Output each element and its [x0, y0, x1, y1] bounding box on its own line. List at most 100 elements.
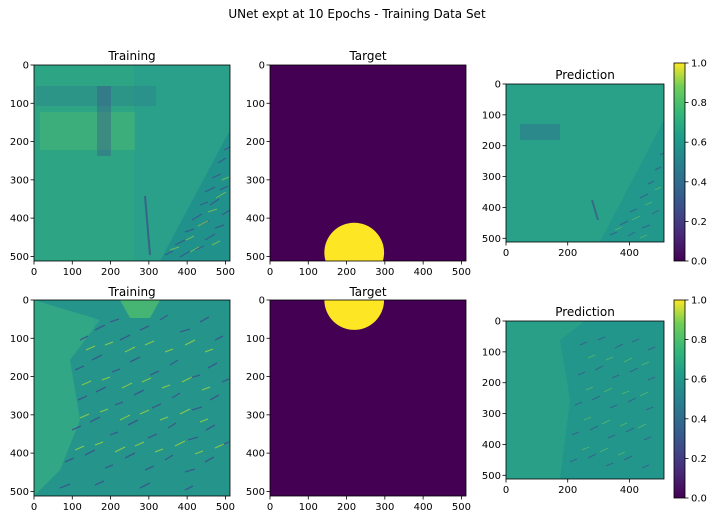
axes-frame — [505, 83, 665, 243]
y-tick-label: 500 — [10, 487, 29, 498]
panel-title: Training — [107, 49, 155, 63]
x-tick-label: 200 — [558, 485, 577, 496]
x-tick-label: 300 — [375, 502, 394, 513]
y-tick-label: 300 — [482, 409, 501, 420]
axes-frame — [269, 64, 467, 262]
colorbar-tick-label: 1.0 — [691, 296, 707, 307]
target-image-2 — [270, 300, 466, 496]
x-tick-label: 500 — [452, 502, 471, 513]
x-tick-label: 400 — [178, 502, 197, 513]
y-tick-label: 400 — [10, 449, 29, 460]
y-tick-label: 0 — [495, 317, 501, 328]
colorbar-1 — [673, 62, 686, 262]
y-tick-label: 0 — [259, 296, 265, 307]
panel-title: Training — [107, 285, 155, 299]
panel-prediction-2: Prediction — [505, 305, 665, 480]
panel-target-2: Target — [269, 285, 467, 497]
x-tick-label: 200 — [101, 267, 120, 278]
x-tick-label: 300 — [139, 502, 158, 513]
y-tick-label: 0 — [23, 61, 29, 72]
axes-frame — [505, 320, 665, 480]
colorbar-tick-label: 0.6 — [691, 138, 707, 149]
y-tick-label: 500 — [482, 234, 501, 245]
x-tick-label: 0 — [31, 502, 37, 513]
y-tick-label: 0 — [259, 61, 265, 72]
x-tick-label: 500 — [216, 267, 235, 278]
y-tick-label: 400 — [246, 449, 265, 460]
x-tick-label: 200 — [337, 502, 356, 513]
y-tick-label: 400 — [246, 214, 265, 225]
panel-title: Prediction — [555, 305, 615, 319]
y-tick-label: 300 — [10, 175, 29, 186]
panel-prediction-1: Prediction — [505, 68, 665, 243]
axes-frame — [269, 299, 467, 497]
target-image-1 — [270, 65, 466, 261]
y-tick-label: 500 — [482, 471, 501, 482]
x-tick-label: 100 — [63, 267, 82, 278]
y-tick-label: 200 — [482, 141, 501, 152]
x-tick-label: 0 — [503, 248, 509, 259]
y-tick-label: 100 — [10, 99, 29, 110]
x-tick-label: 200 — [558, 248, 577, 259]
colorbar-tick-label: 0.4 — [691, 177, 707, 188]
target-mask-circle — [324, 300, 385, 330]
y-tick-label: 200 — [10, 372, 29, 383]
x-tick-label: 300 — [139, 267, 158, 278]
y-tick-label: 500 — [246, 487, 265, 498]
x-tick-label: 400 — [620, 248, 639, 259]
panel-target-1: Target — [269, 49, 467, 262]
y-tick-label: 500 — [10, 252, 29, 263]
y-tick-label: 300 — [10, 410, 29, 421]
training-image-1 — [34, 65, 230, 261]
y-tick-label: 200 — [246, 137, 265, 148]
prediction-image-1 — [506, 84, 664, 242]
figure-suptitle: UNet expt at 10 Epochs - Training Data S… — [228, 7, 486, 21]
y-tick-label: 300 — [482, 172, 501, 183]
x-tick-label: 100 — [63, 502, 82, 513]
y-tick-label: 100 — [246, 99, 265, 110]
y-tick-label: 400 — [10, 214, 29, 225]
colorbar-tick-label: 0.2 — [691, 454, 707, 465]
x-tick-label: 0 — [503, 485, 509, 496]
panel-title: Target — [348, 285, 386, 299]
colorbar-tick-label: 0.0 — [691, 257, 707, 268]
axes-frame — [33, 64, 231, 262]
colorbar-2 — [673, 299, 686, 499]
colorbar-tick-label: 0.2 — [691, 217, 707, 228]
panel-training-1: Training — [33, 49, 231, 262]
colorbar-tick-label: 0.8 — [691, 335, 707, 346]
panel-title: Target — [348, 49, 386, 63]
x-tick-label: 0 — [267, 267, 273, 278]
colorbar-tick-label: 0.6 — [691, 375, 707, 386]
training-image-2 — [34, 300, 230, 496]
colorbar-tick-label: 1.0 — [691, 59, 707, 70]
y-tick-label: 300 — [246, 410, 265, 421]
target-mask-circle — [324, 222, 385, 261]
x-tick-label: 0 — [267, 502, 273, 513]
axes-frame — [33, 299, 231, 497]
x-tick-label: 400 — [178, 267, 197, 278]
y-tick-label: 100 — [482, 347, 501, 358]
y-tick-label: 0 — [495, 80, 501, 91]
x-tick-label: 400 — [620, 485, 639, 496]
y-tick-label: 0 — [23, 296, 29, 307]
panel-title: Prediction — [555, 68, 615, 82]
y-tick-label: 400 — [482, 440, 501, 451]
x-tick-label: 200 — [337, 267, 356, 278]
y-tick-label: 400 — [482, 203, 501, 214]
y-tick-label: 200 — [246, 372, 265, 383]
x-tick-label: 400 — [414, 502, 433, 513]
colorbar-tick-label: 0.4 — [691, 414, 707, 425]
y-tick-label: 200 — [482, 378, 501, 389]
y-tick-label: 200 — [10, 137, 29, 148]
colorbar-tick-label: 0.8 — [691, 98, 707, 109]
x-tick-label: 500 — [216, 502, 235, 513]
y-tick-label: 100 — [482, 110, 501, 121]
y-tick-label: 100 — [246, 334, 265, 345]
x-tick-label: 400 — [414, 267, 433, 278]
prediction-image-2 — [506, 321, 664, 479]
y-tick-label: 100 — [10, 334, 29, 345]
x-tick-label: 500 — [452, 267, 471, 278]
